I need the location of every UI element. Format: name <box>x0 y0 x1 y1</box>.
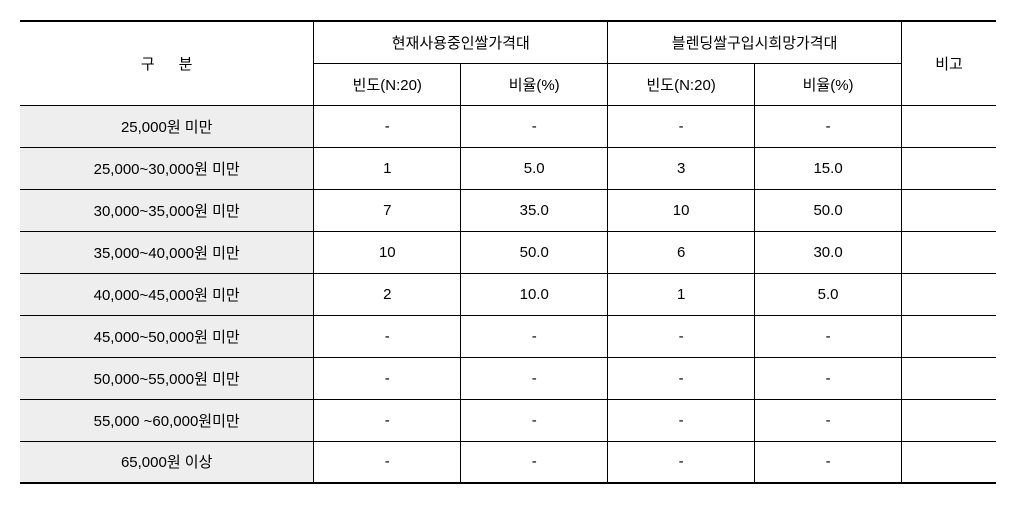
cell-freq-2: 3 <box>608 147 755 189</box>
table-row: 35,000~40,000원 미만 10 50.0 6 30.0 <box>20 231 996 273</box>
cell-pct-2: - <box>755 315 902 357</box>
cell-freq-2: 1 <box>608 273 755 315</box>
cell-pct-1: 50.0 <box>461 231 608 273</box>
table-row: 55,000 ~60,000원미만 - - - - <box>20 399 996 441</box>
table-body: 25,000원 미만 - - - - 25,000~30,000원 미만 1 5… <box>20 105 996 483</box>
cell-pct-1: 10.0 <box>461 273 608 315</box>
row-label: 55,000 ~60,000원미만 <box>20 399 314 441</box>
table-row: 40,000~45,000원 미만 2 10.0 1 5.0 <box>20 273 996 315</box>
cell-freq-2: - <box>608 441 755 483</box>
row-label: 65,000원 이상 <box>20 441 314 483</box>
header-freq-1: 빈도(N:20) <box>314 63 461 105</box>
cell-remark <box>902 147 996 189</box>
cell-pct-2: 50.0 <box>755 189 902 231</box>
row-label: 45,000~50,000원 미만 <box>20 315 314 357</box>
cell-freq-2: 6 <box>608 231 755 273</box>
cell-remark <box>902 189 996 231</box>
cell-pct-2: - <box>755 399 902 441</box>
header-group-blending: 블렌딩쌀구입시희망가격대 <box>608 21 902 63</box>
header-remark: 비고 <box>902 21 996 105</box>
cell-pct-2: 15.0 <box>755 147 902 189</box>
table-header: 구분 현재사용중인쌀가격대 블렌딩쌀구입시희망가격대 비고 빈도(N:20) 비… <box>20 21 996 105</box>
cell-freq-1: 1 <box>314 147 461 189</box>
cell-freq-1: - <box>314 315 461 357</box>
cell-remark <box>902 399 996 441</box>
cell-pct-2: 5.0 <box>755 273 902 315</box>
table-row: 50,000~55,000원 미만 - - - - <box>20 357 996 399</box>
header-freq-2: 빈도(N:20) <box>608 63 755 105</box>
row-label: 25,000~30,000원 미만 <box>20 147 314 189</box>
cell-freq-2: - <box>608 357 755 399</box>
cell-pct-2: 30.0 <box>755 231 902 273</box>
header-gubun: 구분 <box>20 21 314 105</box>
cell-pct-1: 5.0 <box>461 147 608 189</box>
cell-remark <box>902 105 996 147</box>
row-label: 35,000~40,000원 미만 <box>20 231 314 273</box>
cell-freq-1: 7 <box>314 189 461 231</box>
row-label: 25,000원 미만 <box>20 105 314 147</box>
cell-remark <box>902 441 996 483</box>
cell-pct-2: - <box>755 441 902 483</box>
cell-freq-1: 2 <box>314 273 461 315</box>
table-row: 30,000~35,000원 미만 7 35.0 10 50.0 <box>20 189 996 231</box>
row-label: 30,000~35,000원 미만 <box>20 189 314 231</box>
cell-pct-2: - <box>755 105 902 147</box>
table-row: 65,000원 이상 - - - - <box>20 441 996 483</box>
cell-freq-2: 10 <box>608 189 755 231</box>
cell-freq-1: - <box>314 105 461 147</box>
cell-freq-2: - <box>608 315 755 357</box>
cell-freq-1: - <box>314 399 461 441</box>
cell-pct-1: 35.0 <box>461 189 608 231</box>
cell-remark <box>902 357 996 399</box>
cell-freq-1: 10 <box>314 231 461 273</box>
cell-pct-1: - <box>461 399 608 441</box>
table-row: 45,000~50,000원 미만 - - - - <box>20 315 996 357</box>
cell-pct-1: - <box>461 357 608 399</box>
header-group-current: 현재사용중인쌀가격대 <box>314 21 608 63</box>
cell-remark <box>902 231 996 273</box>
cell-freq-2: - <box>608 399 755 441</box>
cell-remark <box>902 315 996 357</box>
cell-freq-2: - <box>608 105 755 147</box>
table-row: 25,000~30,000원 미만 1 5.0 3 15.0 <box>20 147 996 189</box>
row-label: 50,000~55,000원 미만 <box>20 357 314 399</box>
cell-pct-1: - <box>461 441 608 483</box>
row-label: 40,000~45,000원 미만 <box>20 273 314 315</box>
cell-freq-1: - <box>314 441 461 483</box>
cell-pct-1: - <box>461 315 608 357</box>
header-pct-2: 비율(%) <box>755 63 902 105</box>
cell-freq-1: - <box>314 357 461 399</box>
price-table: 구분 현재사용중인쌀가격대 블렌딩쌀구입시희망가격대 비고 빈도(N:20) 비… <box>20 20 996 484</box>
header-pct-1: 비율(%) <box>461 63 608 105</box>
cell-pct-1: - <box>461 105 608 147</box>
cell-pct-2: - <box>755 357 902 399</box>
table-row: 25,000원 미만 - - - - <box>20 105 996 147</box>
cell-remark <box>902 273 996 315</box>
